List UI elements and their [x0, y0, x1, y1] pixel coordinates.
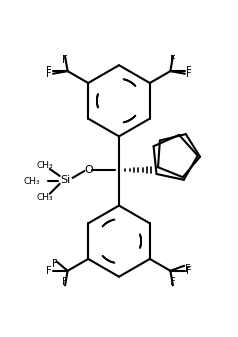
Text: Si: Si	[60, 175, 71, 185]
Text: F: F	[186, 266, 192, 276]
Text: O: O	[84, 165, 93, 175]
Text: CH₃: CH₃	[37, 160, 53, 170]
Text: F: F	[186, 69, 192, 79]
Text: CH₃: CH₃	[37, 193, 53, 202]
Text: F: F	[170, 277, 176, 287]
Text: F: F	[170, 55, 176, 65]
Text: CH₃: CH₃	[23, 177, 40, 186]
Text: F: F	[186, 66, 192, 76]
Text: F: F	[46, 266, 52, 276]
Text: F: F	[53, 259, 58, 269]
Text: F: F	[62, 277, 68, 287]
Text: F: F	[62, 55, 68, 65]
Text: F: F	[46, 66, 52, 76]
Text: F: F	[185, 264, 191, 274]
Text: F: F	[46, 69, 52, 79]
